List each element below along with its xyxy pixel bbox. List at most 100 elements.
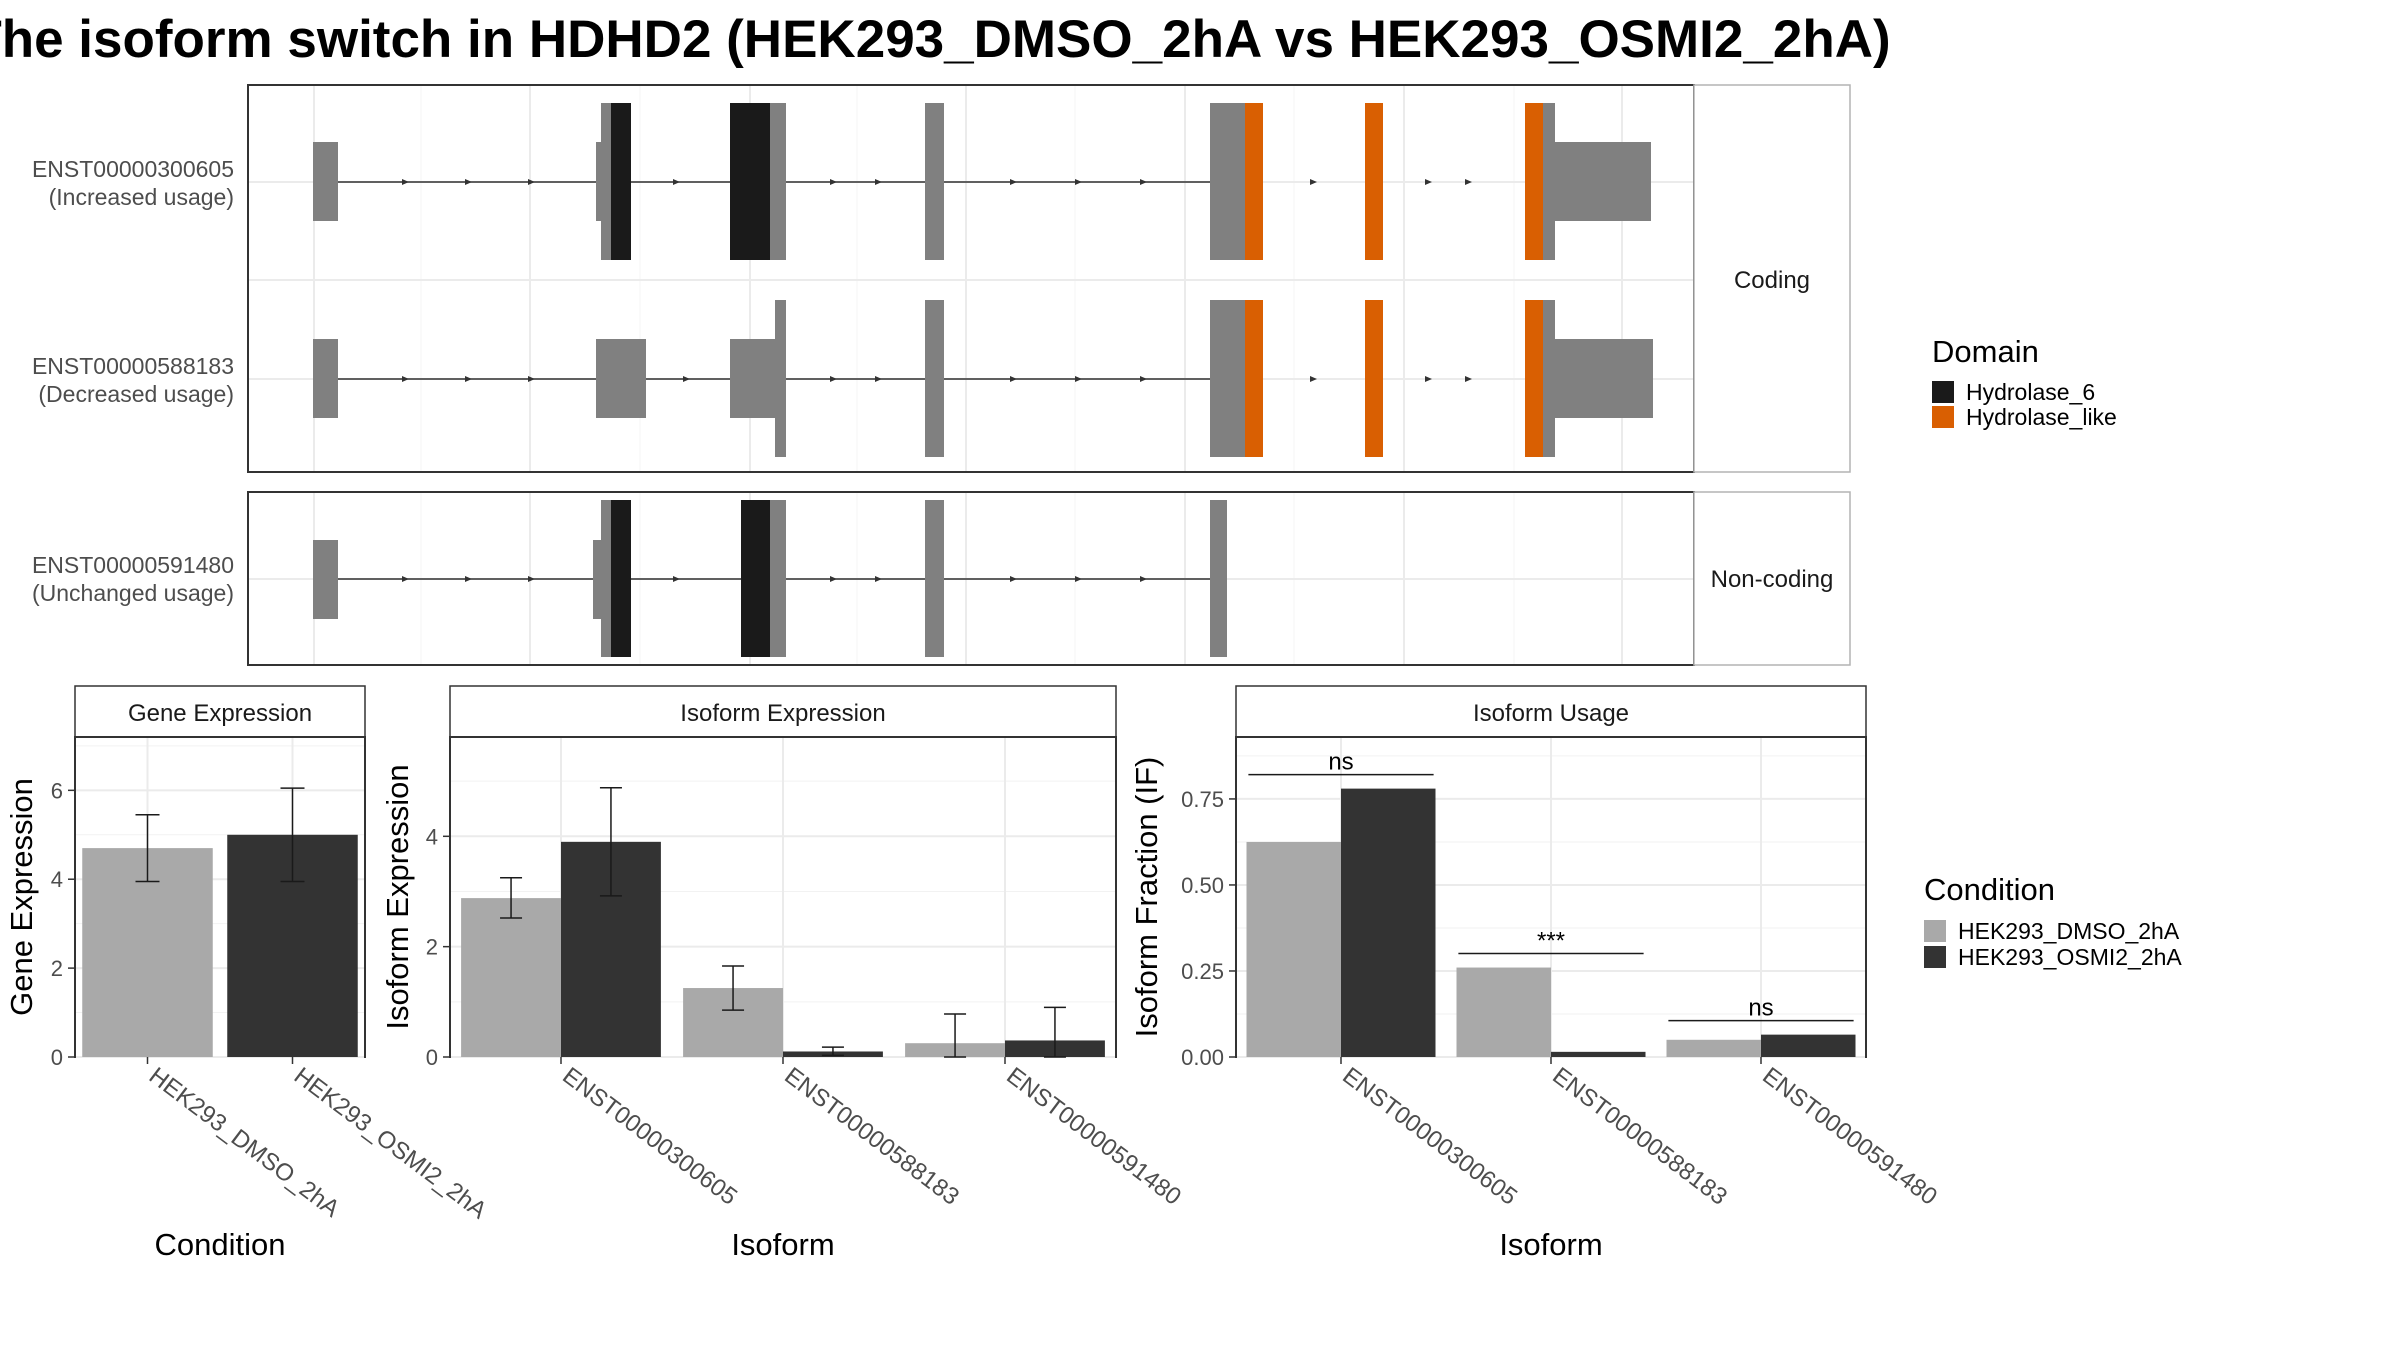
exon bbox=[925, 300, 944, 457]
legend-swatch-dmso bbox=[1924, 920, 1946, 942]
significance-label: *** bbox=[1537, 928, 1565, 955]
strip-header bbox=[74, 685, 366, 738]
exon bbox=[601, 500, 611, 657]
domain-hydrolase-like bbox=[1525, 103, 1543, 260]
exon bbox=[1555, 339, 1653, 418]
x-tick-label: ENST00000591480 bbox=[1001, 1062, 1186, 1210]
exon bbox=[730, 339, 775, 418]
condition-legend-title: Condition bbox=[1924, 872, 2055, 907]
exon bbox=[925, 103, 944, 260]
legend-swatch-hydrolase-like bbox=[1932, 406, 1954, 428]
legend-swatch-hydrolase-6 bbox=[1932, 381, 1954, 403]
x-axis-title: Condition bbox=[155, 1227, 286, 1262]
domain-hydrolase-6 bbox=[611, 103, 631, 260]
transcript-track-3 bbox=[313, 500, 1227, 657]
y-tick-label: 4 bbox=[426, 824, 438, 849]
x-tick-label: ENST00000588183 bbox=[1547, 1062, 1732, 1210]
y-axis-title: Gene Expression bbox=[4, 778, 39, 1016]
domain-hydrolase-like bbox=[1365, 300, 1383, 457]
isoform-1-note: (Increased usage) bbox=[49, 184, 234, 210]
intron-arrows bbox=[402, 179, 1472, 185]
x-axis-title: Isoform bbox=[731, 1227, 834, 1262]
strip-label-coding: Coding bbox=[1734, 267, 1810, 294]
y-tick-label: 2 bbox=[426, 935, 438, 960]
exon bbox=[925, 500, 944, 657]
strip-title: Isoform Usage bbox=[1473, 700, 1629, 727]
x-axis-title: Isoform bbox=[1499, 1227, 1602, 1262]
domain-legend: Domain Hydrolase_6 Hydrolase_like bbox=[1932, 334, 2117, 430]
y-tick-label: 0 bbox=[426, 1045, 438, 1070]
legend-label-hydrolase-6: Hydrolase_6 bbox=[1966, 379, 2095, 405]
gene-expression-chart: Gene Expression0246HEK293_DMSO_2hAHEK293… bbox=[4, 685, 492, 1262]
exon bbox=[1210, 103, 1245, 260]
exon bbox=[770, 103, 786, 260]
isoform-3-note: (Unchanged usage) bbox=[32, 580, 234, 606]
intron-arrows bbox=[402, 576, 1147, 582]
exon bbox=[1555, 142, 1651, 221]
exon bbox=[601, 103, 611, 260]
domain-hydrolase-like bbox=[1365, 103, 1383, 260]
y-tick-label: 4 bbox=[51, 867, 63, 892]
isoform-usage-chart: Isoform Usage 0.00 0.25 0.50 0.75 ns ENST00000… bbox=[1129, 685, 1942, 1262]
legend-swatch-osmi2 bbox=[1924, 946, 1946, 968]
legend-label-hydrolase-like: Hydrolase_like bbox=[1966, 404, 2117, 430]
significance-label: ns bbox=[1748, 995, 1773, 1022]
structure-coding-panel: Coding bbox=[247, 84, 1851, 473]
figure-title: The isoform switch in HDHD2 (HEK293_DMSO… bbox=[0, 10, 1891, 69]
exon bbox=[1543, 103, 1555, 260]
y-tick-label: 0.25 bbox=[1181, 959, 1224, 984]
intron-arrows bbox=[402, 376, 1472, 382]
domain-hydrolase-like bbox=[1525, 300, 1543, 457]
y-tick-label: 6 bbox=[51, 778, 63, 803]
significance-label: ns bbox=[1328, 749, 1353, 776]
transcript-track-2 bbox=[313, 300, 1653, 457]
condition-legend: Condition HEK293_DMSO_2hA HEK293_OSMI2_2… bbox=[1924, 872, 2182, 970]
y-tick-label: 2 bbox=[51, 956, 63, 981]
exon bbox=[1210, 300, 1245, 457]
strip-label-noncoding: Non-coding bbox=[1711, 566, 1834, 593]
legend-label-dmso: HEK293_DMSO_2hA bbox=[1958, 918, 2180, 944]
x-tick-label: ENST00000588183 bbox=[779, 1062, 964, 1210]
domain-hydrolase-6 bbox=[741, 500, 770, 657]
y-tick-label: 0 bbox=[51, 1045, 63, 1070]
legend-label-osmi2: HEK293_OSMI2_2hA bbox=[1958, 944, 2182, 970]
exon bbox=[775, 300, 786, 457]
domain-hydrolase-like bbox=[1245, 300, 1263, 457]
exon bbox=[1543, 300, 1555, 457]
bar bbox=[1341, 788, 1436, 1057]
bar bbox=[1551, 1051, 1646, 1057]
bar bbox=[1666, 1039, 1761, 1057]
bar bbox=[1456, 967, 1551, 1057]
exon bbox=[313, 339, 338, 418]
strip-title: Gene Expression bbox=[128, 700, 312, 727]
bar bbox=[1761, 1034, 1856, 1057]
bar bbox=[1246, 841, 1341, 1057]
bar bbox=[82, 848, 213, 1057]
transcript-track-1 bbox=[313, 103, 1651, 260]
x-tick-label: ENST00000300605 bbox=[557, 1062, 742, 1210]
x-tick-label: ENST00000300605 bbox=[1337, 1062, 1522, 1210]
domain-hydrolase-6 bbox=[730, 103, 770, 260]
exon bbox=[313, 142, 338, 221]
exon bbox=[770, 500, 786, 657]
y-tick-label: 0.00 bbox=[1181, 1045, 1224, 1070]
isoform-1-id: ENST00000300605 bbox=[32, 156, 234, 182]
x-tick-label: ENST00000591480 bbox=[1757, 1062, 1942, 1210]
y-tick-label: 0.50 bbox=[1181, 873, 1224, 898]
exon bbox=[593, 540, 601, 619]
isoform-3-id: ENST00000591480 bbox=[32, 552, 234, 578]
isoform-2-note: (Decreased usage) bbox=[38, 381, 234, 407]
exon bbox=[313, 540, 338, 619]
domain-hydrolase-6 bbox=[611, 500, 631, 657]
strip-header bbox=[449, 685, 1117, 738]
y-tick-label: 0.75 bbox=[1181, 787, 1224, 812]
isoform-2-id: ENST00000588183 bbox=[32, 353, 234, 379]
exon bbox=[1210, 500, 1227, 657]
y-axis-title: Isoform Expression bbox=[380, 764, 415, 1029]
exon bbox=[596, 339, 646, 418]
isoform-labels: ENST00000300605 (Increased usage) ENST00… bbox=[32, 156, 234, 606]
bar bbox=[461, 898, 561, 1057]
domain-hydrolase-like bbox=[1245, 103, 1263, 260]
